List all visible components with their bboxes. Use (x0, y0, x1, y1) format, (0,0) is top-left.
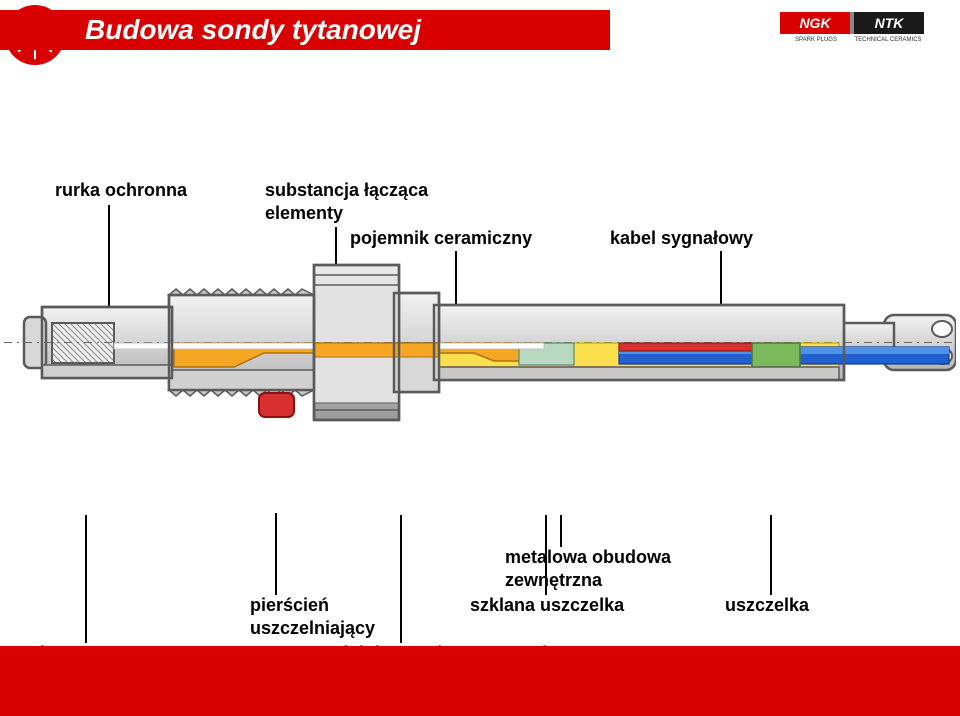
label-substancja-l1: substancja łącząca (265, 180, 428, 201)
label-uszczelka: uszczelka (725, 595, 809, 616)
page-title: Budowa sondy tytanowej (85, 14, 421, 46)
ntk-logo-text: NTK (854, 12, 924, 34)
label-rurka-ochronna: rurka ochronna (55, 180, 187, 201)
footer-bar (0, 646, 960, 716)
sealing-ring (259, 393, 294, 417)
leader-szesciokatny (400, 515, 402, 643)
label-substancja-l2: elementy (265, 203, 343, 224)
label-metalowa-l1: metalowa obudowa (505, 547, 671, 568)
ngk-logo-text: NGK (780, 12, 850, 34)
label-szklana: szklana uszczelka (470, 595, 624, 616)
leader-metalowa (560, 515, 562, 547)
sensor-cross-section (4, 245, 956, 440)
title-bar: Budowa sondy tytanowej (0, 10, 610, 50)
leader-pierscien (275, 513, 277, 595)
spark-plugs-text: SPARK PLUGS (780, 34, 852, 46)
label-pierscien-l1: pierścień (250, 595, 329, 616)
label-pierscien-l2: uszczelniający (250, 618, 375, 639)
leader-tytanowy (85, 515, 87, 643)
label-metalowa-l2: zewnętrzna (505, 570, 602, 591)
header: NGK Budowa sondy tytanowej NGK NTK SPARK… (0, 0, 960, 60)
ngk-ntk-logo: NGK NTK SPARK PLUGS TECHNICAL CERAMICS (780, 12, 950, 48)
technical-ceramics-text: TECHNICAL CERAMICS (852, 34, 924, 46)
leader-szklana (545, 515, 547, 595)
leader-uszczelka (770, 515, 772, 595)
